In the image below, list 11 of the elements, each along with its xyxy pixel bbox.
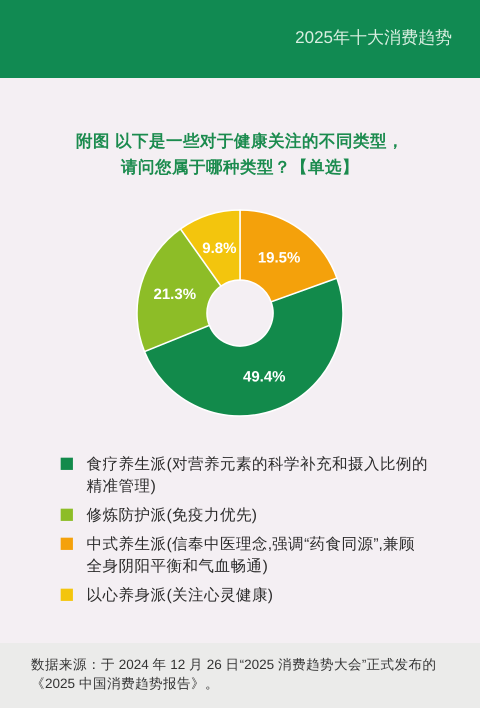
chart-title: 附图 以下是一些对于健康关注的不同类型，请问您属于哪种类型？【单选】 — [76, 132, 404, 176]
legend-label: 以心养身派(关注心灵健康) — [86, 586, 273, 604]
legend-label: 食疗养生派(对营养元素的科学补充和摄入比例的精准管理) — [86, 454, 428, 495]
data-label: 21.3% — [153, 286, 196, 303]
data-label: 9.8% — [202, 240, 236, 258]
data-label: 49.4% — [242, 368, 286, 386]
legend-label: 修炼防护派(免疫力优先) — [86, 506, 257, 524]
chart-subtitle: 2025年十大消费趋势 — [295, 27, 452, 49]
data-label: 19.5% — [258, 249, 300, 266]
source-note: 数据来源：于 2024 年 12 月 26 日“2025 消费趋势大会”正式发布的《2025 中国消费趋势报告》。 — [31, 656, 438, 693]
legend-label: 中式养生派(信奉中医理念,强调“药食同源”,兼顾全身阴阳平衡和气血畅通) — [86, 534, 415, 575]
